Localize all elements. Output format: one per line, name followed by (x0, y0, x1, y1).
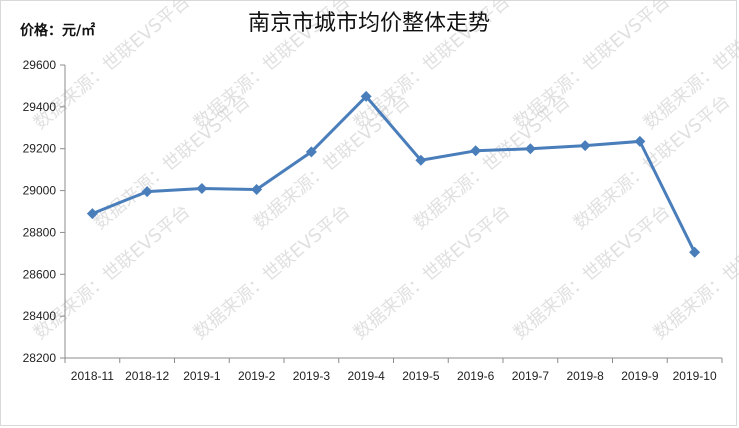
x-tick-label: 2018-12 (125, 369, 169, 383)
x-tick-label: 2019-9 (621, 369, 659, 383)
data-point (86, 208, 98, 220)
y-tick-label: 29600 (23, 58, 57, 72)
y-tick-label: 28400 (23, 309, 57, 323)
x-tick-label: 2019-8 (566, 369, 604, 383)
y-tick-label: 29400 (23, 100, 57, 114)
x-tick-label: 2019-10 (673, 369, 717, 383)
x-tick-label: 2019-4 (347, 369, 385, 383)
x-tick-label: 2019-7 (512, 369, 550, 383)
data-point (305, 146, 317, 158)
y-tick-label: 28200 (23, 351, 57, 365)
data-point (689, 246, 701, 258)
x-tick-label: 2019-5 (402, 369, 440, 383)
y-tick-label: 28600 (23, 267, 57, 281)
x-tick-label: 2019-6 (457, 369, 495, 383)
x-tick-label: 2019-3 (293, 369, 331, 383)
y-tick-label: 28800 (23, 225, 57, 239)
series-layer (86, 90, 701, 258)
data-point (251, 184, 263, 196)
data-point (579, 140, 591, 152)
y-tick-labels: 28200 28400 28600 28800 29000 29200 29400 29600 (23, 58, 57, 365)
data-point (360, 90, 372, 102)
y-tick-label: 29000 (23, 184, 57, 198)
data-point (415, 154, 427, 166)
x-tick-labels: 2018-11 2018-12 2019-1 2019-2 2019-3 2019-4 20… (71, 369, 717, 383)
series-line (91, 94, 696, 253)
x-tick-label: 2019-1 (183, 369, 221, 383)
watermark-layer: 数据来源：世联EVS平台数据来源：世联EVS平台数据来源：世联EVS平台数据来源… (30, 0, 739, 344)
data-point (524, 143, 536, 155)
x-tick-label: 2018-11 (71, 369, 114, 383)
y-tick-label: 29200 (23, 142, 57, 156)
data-point (634, 135, 646, 147)
data-point (196, 182, 208, 194)
data-point (141, 186, 153, 198)
y-axis-label: 价格：元/㎡ (20, 22, 95, 39)
axes (60, 64, 723, 363)
x-tick-label: 2019-2 (238, 369, 276, 383)
data-point (470, 145, 482, 157)
chart-title: 南京市城市均价整体走势 (248, 11, 490, 36)
